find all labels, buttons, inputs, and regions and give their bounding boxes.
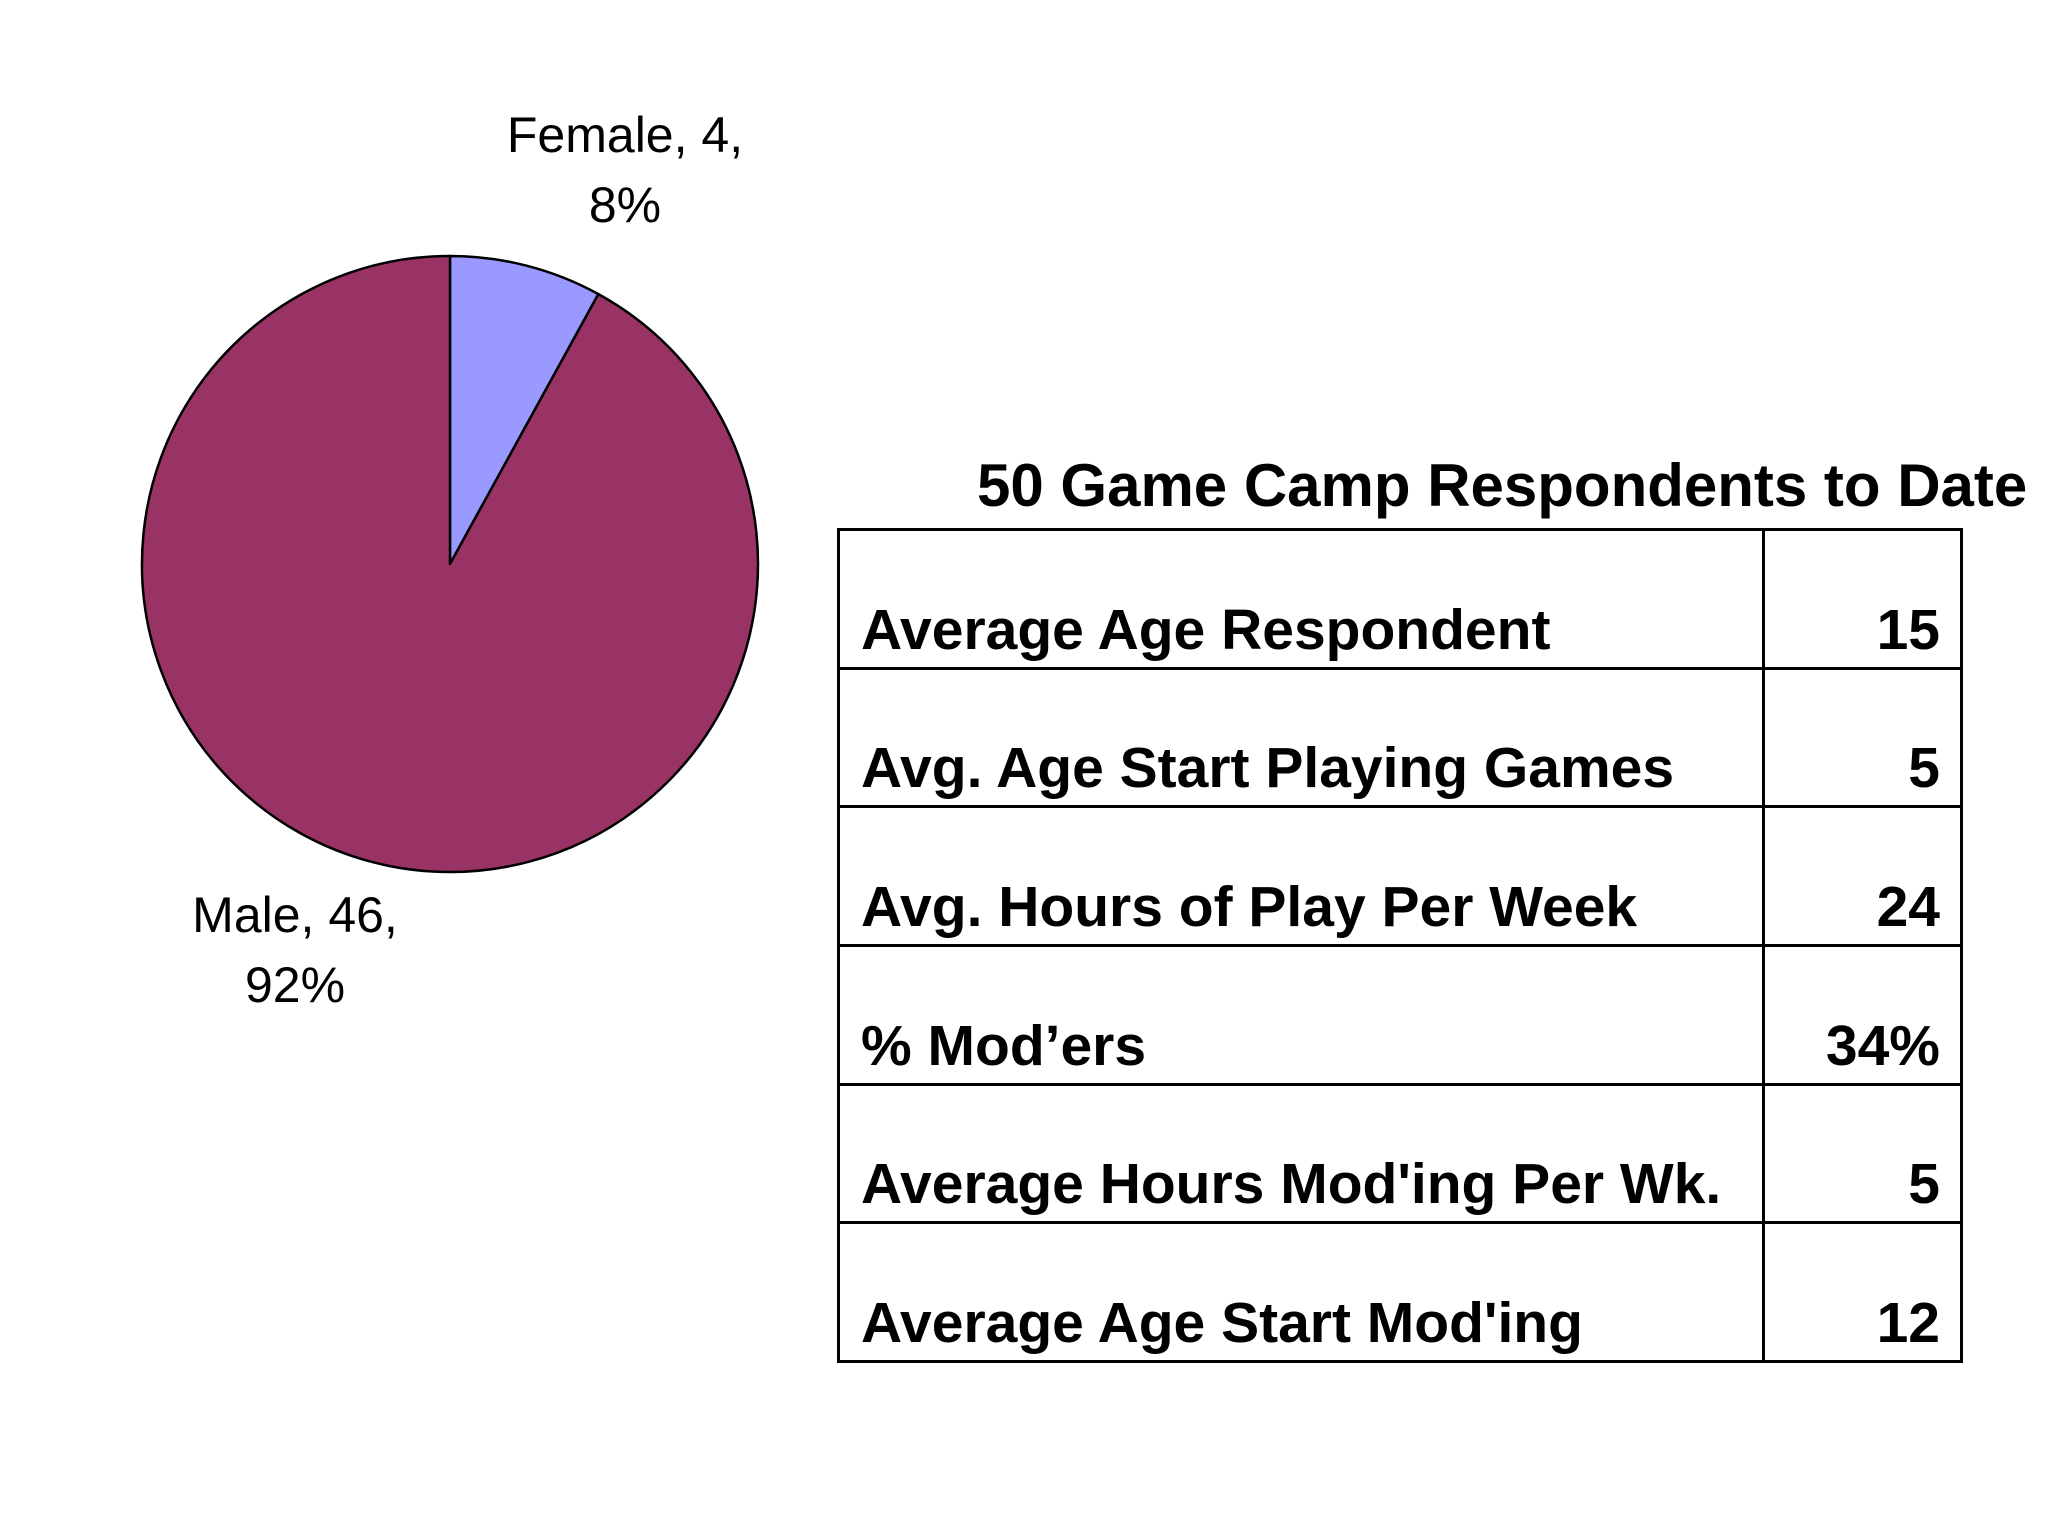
pie-label-male-line1: Male, 46, — [192, 887, 398, 943]
row-label: Avg. Age Start Playing Games — [840, 669, 1765, 806]
table-title: 50 Game Camp Respondents to Date — [977, 452, 2028, 519]
table-row: % Mod’ers 34% — [840, 947, 1960, 1086]
row-value: 24 — [1876, 875, 1940, 940]
pie-label-female: Female, 4, 8% — [507, 100, 743, 240]
table-row: Avg. Hours of Play Per Week 24 — [840, 808, 1960, 948]
row-value: 5 — [1908, 1152, 1940, 1217]
table-row: Average Age Start Mod'ing 12 — [840, 1224, 1960, 1361]
pie-label-female-line1: Female, 4, — [506, 107, 744, 163]
pie-label-male: Male, 46, 92% — [192, 880, 398, 1020]
pie-label-male-line2: 92% — [244, 957, 346, 1013]
table-row: Average Hours Mod'ing Per Wk. 5 — [840, 1085, 1960, 1225]
gender-pie-chart — [140, 254, 760, 874]
table-row: Avg. Age Start Playing Games 5 — [840, 669, 1960, 809]
row-label: Average Age Respondent — [840, 531, 1765, 667]
row-label: Avg. Hours of Play Per Week — [840, 808, 1765, 945]
stats-table: Average Age Respondent 15 Avg. Age Start… — [837, 528, 1963, 1363]
row-label: Average Age Start Mod'ing — [840, 1224, 1765, 1361]
row-label: % Mod’ers — [840, 947, 1765, 1083]
table-row: Average Age Respondent 15 — [840, 531, 1960, 670]
row-value: 15 — [1876, 597, 1940, 662]
pie-slice-female — [448, 254, 600, 566]
row-value: 34% — [1825, 1013, 1940, 1078]
row-label: Average Hours Mod'ing Per Wk. — [840, 1085, 1765, 1222]
pie-label-female-line2: 8% — [588, 177, 662, 233]
pie-slice-male — [140, 254, 760, 874]
row-value: 12 — [1876, 1291, 1940, 1356]
row-value: 5 — [1908, 736, 1940, 801]
